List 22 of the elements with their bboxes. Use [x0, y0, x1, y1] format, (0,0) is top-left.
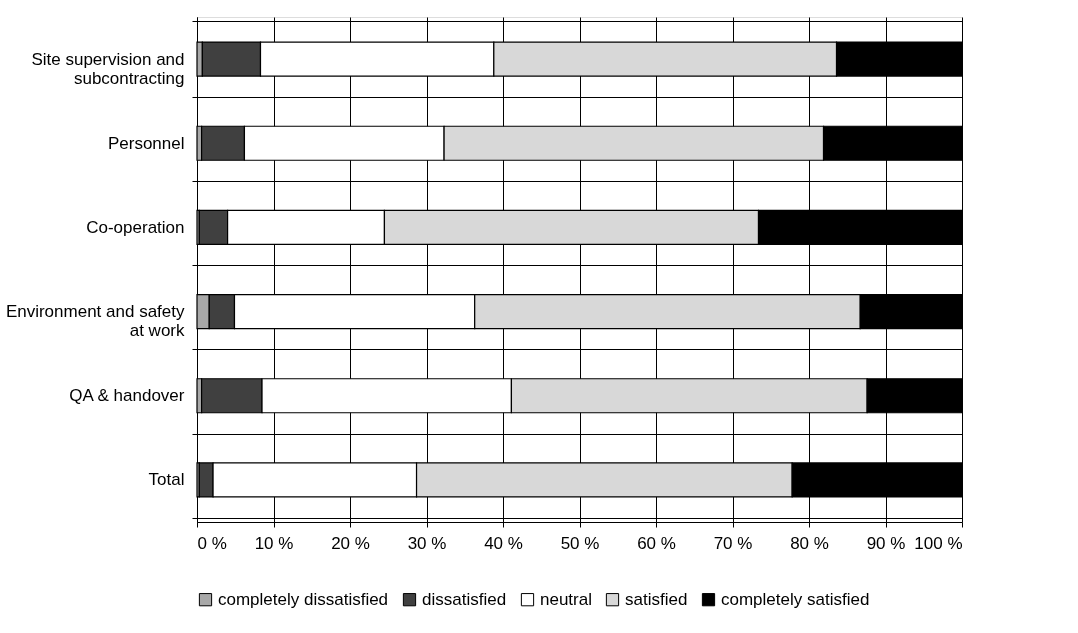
x-tick-label: 100 %: [914, 533, 963, 553]
x-tick-label: 50 %: [560, 533, 600, 553]
legend-label: neutral: [540, 589, 592, 609]
legend-label: completely dissatisfied: [218, 589, 389, 609]
legend-label: satisfied: [625, 589, 688, 609]
x-tick-label: 10 %: [254, 533, 294, 553]
x-tick-label: 70 %: [713, 533, 753, 553]
y-tick-label: Environment and safety at work: [5, 302, 185, 341]
x-tick-label: 20 %: [331, 533, 370, 553]
x-tick-label: 80 %: [790, 533, 829, 553]
y-tick-label: QA & handover: [69, 386, 185, 406]
y-tick-label: Total: [148, 470, 185, 490]
legend-label: dissatisfied: [422, 589, 507, 609]
x-tick-label: 40 %: [484, 533, 523, 553]
y-tick-label: Personnel: [107, 133, 185, 153]
x-tick-label: 0 %: [197, 533, 227, 553]
x-tick-label: 60 %: [637, 533, 676, 553]
legend-label: completely satisfied: [721, 589, 870, 609]
x-tick-label: 90 %: [866, 533, 906, 553]
y-tick-label: Site supervision and subcontracting: [31, 49, 185, 88]
x-tick-label: 30 %: [407, 533, 447, 553]
y-tick-label: Co-operation: [86, 217, 185, 237]
